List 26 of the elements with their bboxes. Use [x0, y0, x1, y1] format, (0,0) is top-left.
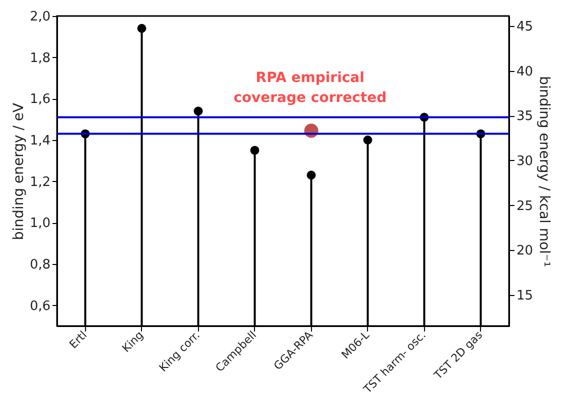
- annotation: RPA empirical: [256, 70, 364, 86]
- point: [137, 24, 146, 33]
- y2-tick-label: 15: [516, 288, 534, 304]
- x-tick-label: TST 2D gas: [431, 328, 486, 383]
- y-axis-title: binding energy / eV: [10, 102, 27, 240]
- y-tick-label: 1,8: [30, 50, 50, 66]
- y-tick-label: 1,0: [30, 216, 50, 232]
- y-tick-label: 1,6: [30, 92, 50, 108]
- point: [306, 170, 316, 180]
- y2-tick-label: 35: [516, 109, 534, 124]
- y-tick-label: 0,8: [30, 258, 50, 272]
- y2-tick-label: 45: [516, 20, 534, 35]
- y2-tick-label: 25: [516, 198, 534, 214]
- point: [194, 106, 203, 116]
- y2-axis-title: binding energy / kcal mol⁻¹: [536, 76, 552, 267]
- point: [363, 136, 372, 144]
- y2-tick-label: 30: [516, 154, 534, 169]
- y2-tick-label: 40: [516, 64, 534, 80]
- x-tick-label: Ertl: [66, 328, 90, 352]
- point: [250, 146, 260, 155]
- y-tick-label: 2,0: [30, 10, 50, 24]
- y-tick-label: 1,4: [30, 134, 50, 148]
- annotation: coverage corrected: [234, 90, 387, 106]
- y2-tick-label: 20: [516, 244, 534, 259]
- y-tick-label: 1,2: [30, 174, 50, 190]
- y-tick-label: 0,6: [30, 298, 50, 314]
